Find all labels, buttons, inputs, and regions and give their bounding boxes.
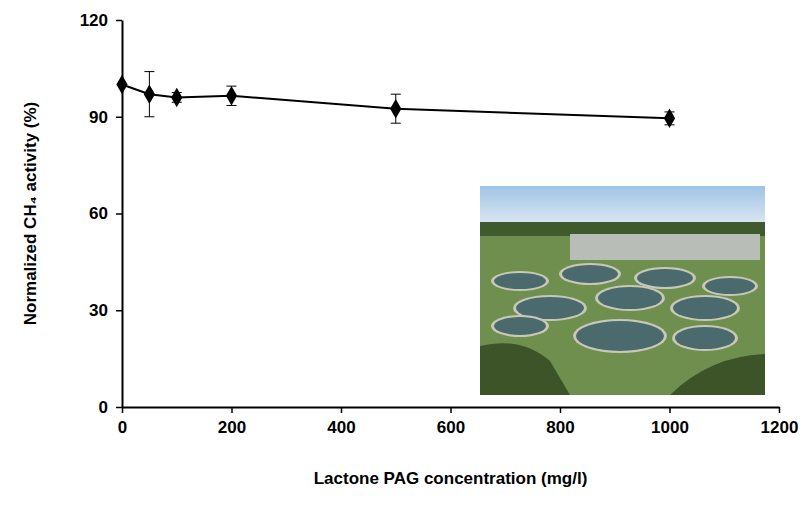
photo-tank [675,327,735,349]
error-bar [144,72,154,117]
y-axis: 0 30 60 90 120 [80,11,123,417]
photo-tank-rim [491,315,549,337]
tick-label: 400 [327,418,355,437]
marker [171,88,182,108]
photo-sky [480,186,765,226]
tick: 30 [89,301,122,320]
photo-building [570,234,760,260]
photo-tank-rim [573,319,667,353]
photo-tank [705,278,755,294]
tick-mark [341,407,343,413]
photo-trees [670,354,765,395]
tick: 0 [99,398,122,417]
tick-label: 200 [218,418,246,437]
photo-tank [494,273,546,289]
tick: 400 [327,407,355,437]
tick: 0 [118,407,127,437]
inset-photo [480,186,765,395]
tick: 1000 [651,407,689,437]
tick-mark [450,407,452,413]
error-bar [227,86,237,105]
tick-mark [560,407,562,413]
y-axis-title: Normalized CH₄ activity (%) [21,102,40,325]
marker [390,99,401,119]
tick-mark [116,213,122,215]
marks [116,72,675,129]
tick: 200 [218,407,246,437]
photo-tank-rim [491,271,549,291]
photo-tank [562,265,618,283]
tick: 600 [437,407,465,437]
photo-tank-rim [702,276,758,296]
tick-mark [779,407,781,413]
photo-tank-rim [670,295,740,321]
photo-ground [480,186,765,395]
photo-tank-rim [595,285,665,311]
tick-mark [116,310,122,312]
photo-tank [637,269,693,287]
tick: 800 [546,407,574,437]
tick-label: 1200 [761,418,799,437]
marker [226,86,237,106]
tick-mark [116,20,122,22]
photo-tank [598,287,662,309]
photo-trees [480,343,570,395]
x-axis-title: Lactone PAG concentration (mg/l) [314,469,588,488]
tick-label: 90 [89,108,108,127]
tick: 90 [89,108,122,127]
tick: 60 [89,204,122,223]
tick-label: 600 [437,418,465,437]
photo-tank-rim [559,263,621,285]
tick-label: 60 [89,204,108,223]
chart: 0 200 400 600 800 1000 1200 0 30 60 90 120 Lactone P… [0,0,809,506]
photo-treeline [480,222,765,236]
marker [144,84,155,104]
marker [664,109,675,129]
line [122,85,670,119]
photo-tank-rim [672,325,738,351]
tick: 1200 [761,407,799,437]
photo-tank [494,317,546,335]
plot: 0 200 400 600 800 1000 1200 0 30 60 90 120 [80,11,799,437]
photo-tank [576,321,664,351]
tick-mark [669,407,671,413]
tick-label: 0 [118,418,127,437]
error-bar [391,94,401,123]
tick-mark [116,407,122,409]
tick-mark [116,117,122,119]
tick: 120 [80,11,122,30]
tick-label: 1000 [651,418,689,437]
tick-label: 800 [546,418,574,437]
tick-label: 0 [99,398,108,417]
tick-label: 120 [80,11,108,30]
marker [116,75,127,95]
tick-label: 30 [89,301,108,320]
photo-tank [673,297,737,319]
x-axis: 0 200 400 600 800 1000 1200 [118,407,799,437]
photo-tank-rim [634,267,696,289]
tick-mark [231,407,233,413]
